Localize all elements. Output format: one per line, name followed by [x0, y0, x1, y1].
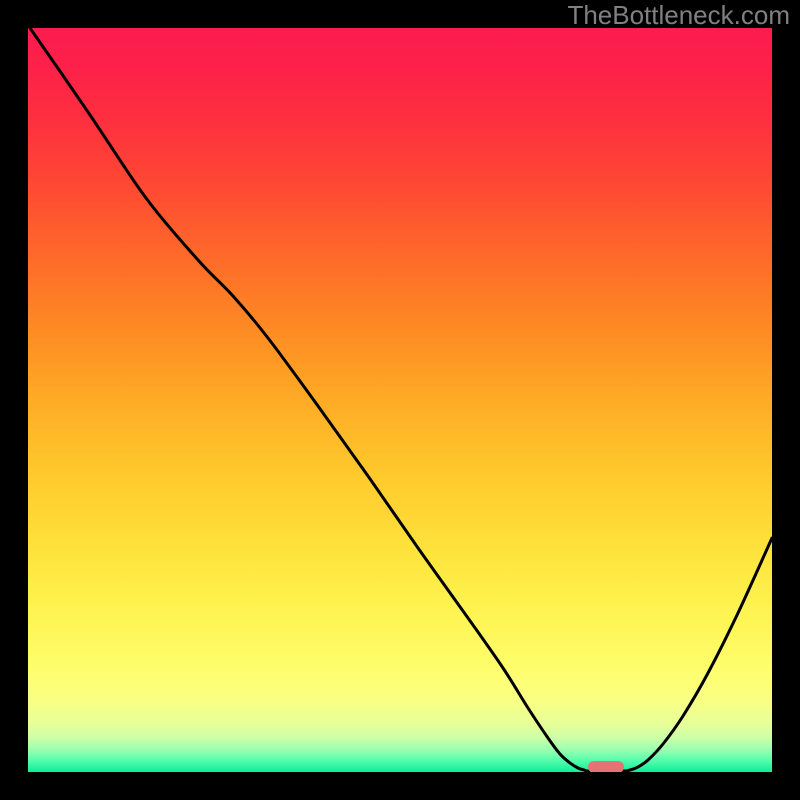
background-gradient: [28, 28, 772, 772]
watermark-text: TheBottleneck.com: [567, 0, 790, 31]
chart-plot: [28, 28, 772, 772]
outer-frame: TheBottleneck.com: [0, 0, 800, 800]
optimal-marker: [588, 761, 624, 772]
